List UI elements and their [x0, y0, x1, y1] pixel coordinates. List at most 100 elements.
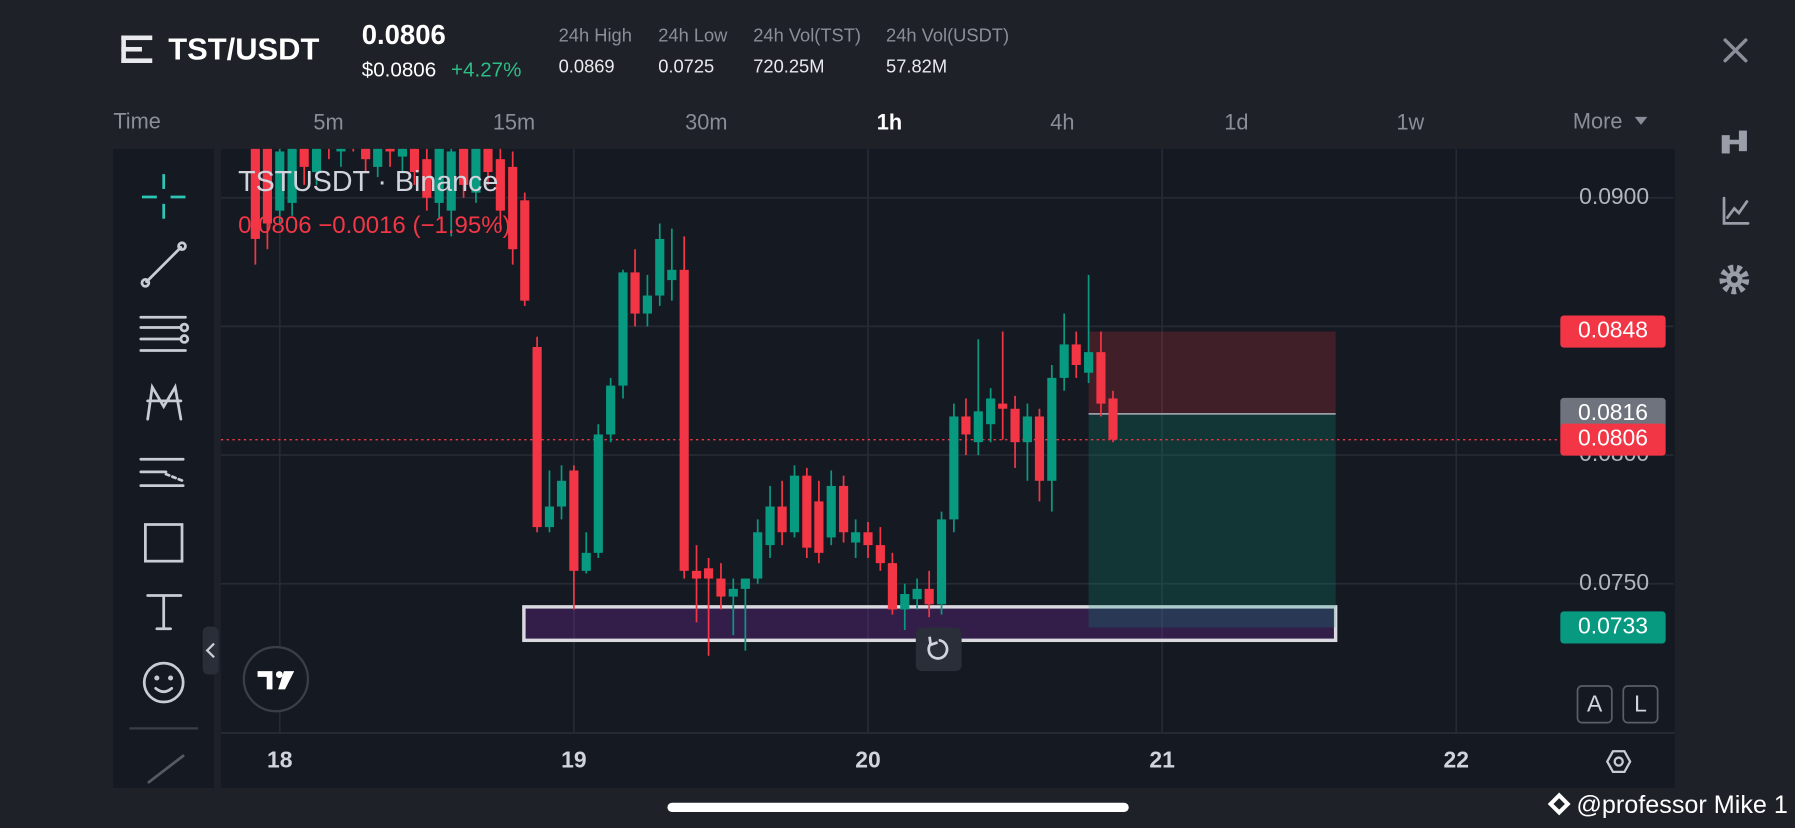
candle-body — [299, 148, 309, 167]
candle-body — [544, 506, 555, 528]
candle-body — [495, 159, 505, 211]
chart-panel — [220, 148, 1675, 788]
crosshair-tool[interactable] — [141, 174, 186, 219]
price-label-box — [1560, 397, 1666, 430]
price-label-box — [1560, 315, 1666, 348]
stat-value: 57.82M — [886, 55, 947, 76]
price-change: +4.27% — [451, 58, 521, 81]
collapse-tab[interactable] — [202, 626, 219, 675]
candle-body — [826, 485, 836, 538]
tool-panel — [113, 148, 215, 788]
x-tick-label: 19 — [561, 747, 586, 773]
stat-label: 24h Vol(USDT) — [886, 24, 1009, 45]
candle-body — [556, 480, 567, 507]
axis-settings[interactable] — [1605, 750, 1632, 774]
candle-body — [397, 148, 407, 157]
trendline-tool[interactable] — [140, 241, 187, 288]
stat-value: 0.0725 — [658, 55, 714, 76]
candle-body — [1096, 352, 1106, 404]
candle-body — [802, 475, 812, 548]
x-tick-label: 22 — [1444, 747, 1469, 773]
candle-body — [483, 148, 493, 173]
tv-logo — [242, 645, 310, 713]
timeframe[interactable]: 1d — [1224, 109, 1248, 134]
candle-body — [311, 148, 322, 173]
candle-body — [1084, 352, 1094, 373]
candle-body — [336, 148, 346, 152]
candle-body — [986, 398, 996, 425]
emoji-tool[interactable] — [142, 661, 185, 704]
timeframe[interactable]: 30m — [685, 109, 727, 134]
home-indicator — [667, 802, 1129, 812]
price-label: 0.0848 — [1578, 317, 1648, 343]
more-caret[interactable] — [1634, 116, 1648, 125]
settings-icon[interactable] — [1719, 264, 1750, 295]
price-usd: $0.0806 — [362, 58, 436, 81]
candle-body — [765, 506, 775, 546]
candle-body — [262, 148, 272, 224]
timeframe[interactable]: 4h — [1050, 109, 1074, 134]
timeframe[interactable]: 15m — [493, 109, 535, 134]
pattern-tool[interactable] — [146, 383, 183, 421]
menu-icon[interactable] — [121, 35, 153, 63]
candle-body — [936, 519, 947, 605]
candle-body — [287, 148, 297, 203]
candle-type-icon[interactable] — [1721, 130, 1747, 154]
candle-body — [250, 148, 260, 239]
x-tick-label: 21 — [1149, 747, 1175, 773]
last-price: 0.0806 — [362, 19, 446, 50]
stat-label: 24h Low — [658, 24, 728, 45]
x-tick-label: 20 — [855, 747, 880, 773]
candle-body — [924, 588, 934, 605]
candle-body — [422, 159, 432, 198]
fib-tool[interactable] — [139, 315, 190, 352]
price-label-box — [1560, 423, 1666, 456]
timeframe[interactable]: 1w — [1396, 109, 1424, 134]
text-tool[interactable] — [146, 594, 183, 631]
timeframe[interactable]: 5m — [313, 109, 343, 134]
close-button[interactable] — [1723, 38, 1748, 63]
indicator-icon[interactable] — [1722, 196, 1750, 225]
x-tick-label: 18 — [267, 747, 293, 773]
symbol[interactable]: TST/USDT — [168, 32, 319, 67]
price-label: 0.0733 — [1578, 612, 1648, 638]
scale-button[interactable] — [1622, 685, 1659, 724]
candle-body — [361, 148, 371, 160]
candle-body — [839, 485, 849, 533]
watermark: @professor Mike 1 — [1576, 791, 1788, 819]
candle-body — [655, 238, 665, 296]
ruler-tool[interactable] — [147, 754, 185, 784]
candle-body — [471, 148, 481, 193]
candle-body — [667, 269, 677, 281]
candle-body — [961, 416, 971, 435]
scale-button-label[interactable]: L — [1634, 691, 1647, 717]
stat-label: 24h Vol(TST) — [753, 24, 861, 45]
scale-button-label[interactable]: A — [1587, 691, 1603, 717]
candle-body — [728, 588, 738, 597]
timeframe[interactable]: 1h — [877, 109, 902, 134]
shape-tool[interactable] — [144, 523, 184, 563]
price-label: 0.0806 — [1578, 425, 1648, 451]
prediction-tool[interactable] — [139, 457, 185, 487]
price-label-box — [1560, 611, 1666, 644]
candle-body — [887, 563, 897, 610]
candle-body — [912, 588, 922, 600]
candle-body — [851, 532, 861, 543]
candle-body — [949, 416, 959, 520]
candle-body — [520, 200, 530, 301]
more-button[interactable]: More — [1573, 108, 1623, 133]
candle-body — [409, 148, 420, 173]
candle-body — [630, 272, 640, 314]
candle-body — [814, 501, 824, 553]
chart-subtitle: 0.0806 −0.0016 (−1.95%) — [238, 212, 511, 239]
candle-body — [1059, 344, 1069, 378]
scale-button[interactable] — [1576, 685, 1613, 724]
watermark-icon — [1547, 792, 1571, 816]
reset-button[interactable] — [915, 627, 962, 672]
candle-body — [618, 272, 628, 386]
candle-body — [716, 578, 726, 597]
y-tick-label: 0.0750 — [1579, 569, 1649, 595]
price-label: 0.0816 — [1578, 399, 1648, 425]
